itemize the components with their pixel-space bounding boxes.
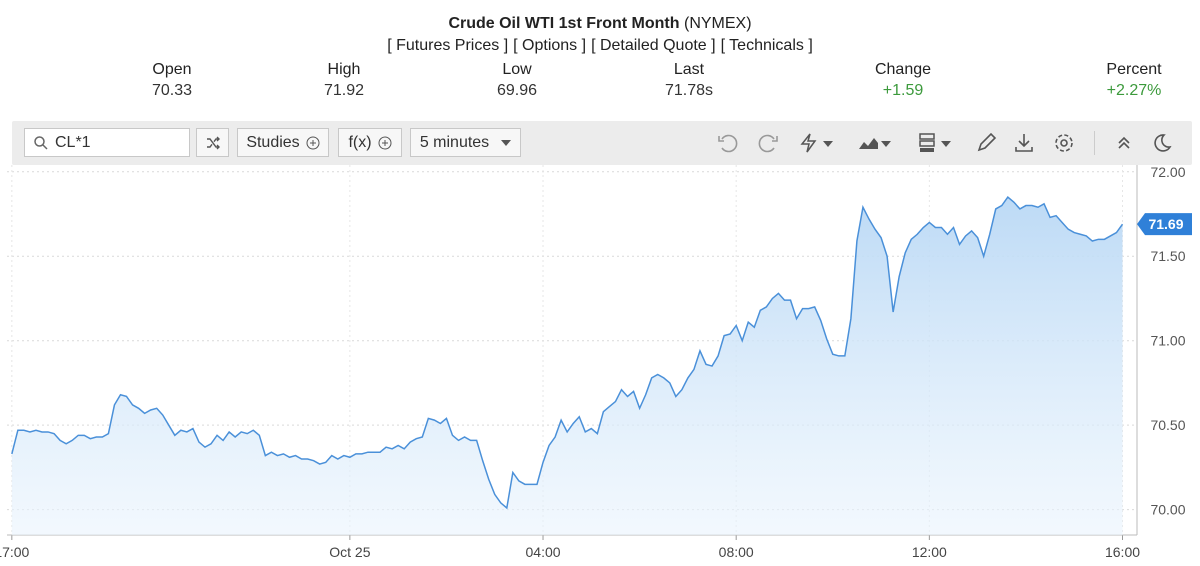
title: Crude Oil WTI 1st Front Month [448, 15, 680, 32]
x-tick-label: 17:00 [0, 544, 30, 560]
price-line [11, 196, 1124, 510]
stat-value: 70.33 [151, 82, 193, 99]
link[interactable]: [ Technicals ] [720, 37, 813, 54]
collapse-icon[interactable] [1112, 131, 1136, 155]
stat: Change +1.59 [823, 59, 983, 101]
link[interactable]: [ Options ] [513, 37, 587, 54]
y-tick-label: 71.00 [1150, 333, 1185, 349]
x-tick-label: 08:00 [719, 544, 754, 560]
stat-label: Percent [1106, 61, 1162, 78]
studies-label: Studies [246, 133, 300, 151]
caret [501, 139, 512, 146]
chart: 72.00 71.50 71.00 70.50 70.00 17:00 Oct 25 04:0… [0, 165, 1192, 560]
symbol: CL*1 [55, 133, 91, 151]
interval-select[interactable]: 5 minutes [410, 128, 521, 157]
stat: Open 70.33 [92, 59, 252, 101]
y-tick-label: 71.50 [1150, 248, 1185, 264]
stat: High 71.92 [264, 59, 424, 101]
compare-button[interactable] [196, 128, 229, 157]
separator [1094, 131, 1095, 155]
symbol-search[interactable]: CL*1 [24, 128, 190, 157]
price-area [11, 197, 1123, 535]
exchange: (NYMEX) [683, 15, 752, 32]
stat-value: 71.78s [664, 82, 714, 99]
x-tick-label: 16:00 [1105, 544, 1140, 560]
y-tick-label: 72.00 [1150, 165, 1185, 180]
link[interactable]: [ Detailed Quote ] [591, 37, 716, 54]
chart-type[interactable] [856, 131, 896, 155]
layout[interactable] [916, 131, 956, 155]
stat: Percent +2.27% [1054, 59, 1200, 101]
x-tick-label: 04:00 [526, 544, 561, 560]
drawing-tools[interactable] [798, 131, 838, 155]
last-price-tag [1137, 213, 1192, 236]
stat-value: +2.27% [1106, 82, 1162, 99]
redo-icon[interactable] [756, 131, 780, 155]
stat-label: Change [874, 61, 932, 78]
x-tick-label: 12:00 [912, 544, 947, 560]
last-price-label: 71.69 [1148, 216, 1183, 232]
shuffle-icon [206, 136, 220, 149]
plus-icon [306, 136, 320, 149]
pencil-icon[interactable] [974, 131, 998, 155]
toolbar: CL*1 Studies f(x) 5 minutes [12, 121, 1192, 165]
title-line: Crude Oil WTI 1st Front Month (NYMEX) [0, 15, 1200, 33]
settings-icon[interactable] [1052, 131, 1076, 155]
stat-label: High [327, 61, 361, 78]
stat: Low 69.96 [437, 59, 597, 101]
download-icon[interactable] [1012, 131, 1036, 155]
links: [ Futures Prices ] [ Options ] [ Detaile… [0, 37, 1200, 55]
y-tick-label: 70.00 [1150, 502, 1185, 518]
undo-icon[interactable] [716, 131, 740, 155]
stat-value: +1.59 [882, 82, 924, 99]
stat-label: Last [673, 61, 705, 78]
stat-label: Open [152, 61, 192, 78]
stat: Last 71.78s [609, 59, 769, 101]
stat-label: Low [502, 61, 532, 78]
stat-value: 71.92 [323, 82, 365, 99]
interval-label: 5 minutes [419, 133, 490, 151]
stat-value: 69.96 [496, 82, 538, 99]
x-tick-label: Oct 25 [329, 544, 370, 560]
function-button[interactable]: f(x) [338, 128, 402, 157]
function-label: f(x) [348, 133, 372, 151]
plus-icon [378, 136, 392, 149]
y-tick-label: 70.50 [1150, 417, 1185, 433]
studies-button[interactable]: Studies [237, 128, 329, 157]
link[interactable]: [ Futures Prices ] [387, 37, 509, 54]
theme-icon[interactable] [1150, 131, 1174, 155]
search-icon [34, 135, 48, 150]
